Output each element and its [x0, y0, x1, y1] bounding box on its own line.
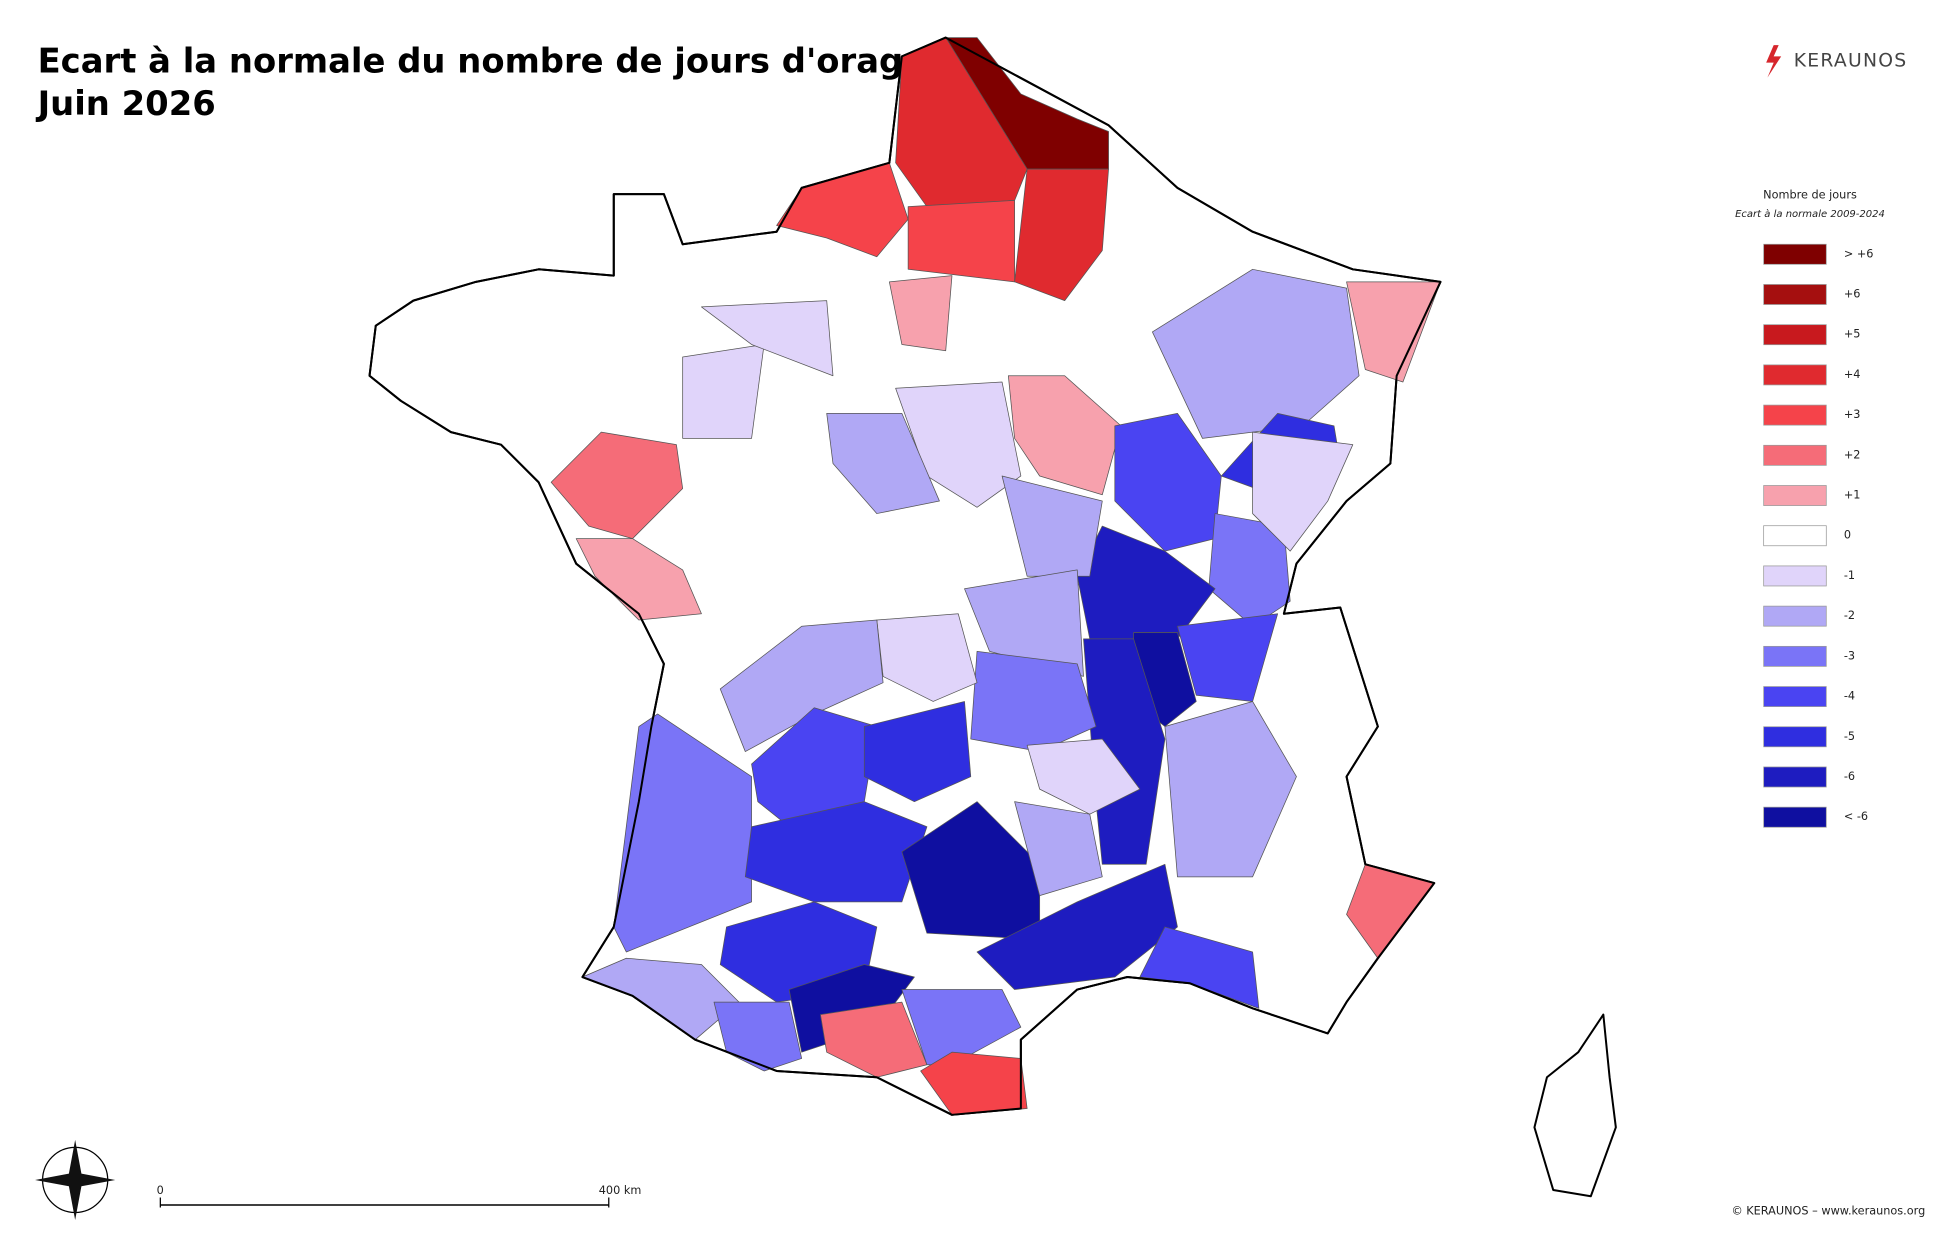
department-region — [1139, 926, 1260, 1009]
logo-icon — [1766, 45, 1782, 78]
legend-label: 0 — [1844, 529, 1851, 542]
department-region — [1014, 168, 1109, 301]
department-region — [826, 412, 940, 514]
legend-label: -1 — [1844, 569, 1855, 582]
department-region — [1026, 738, 1141, 815]
department-region — [976, 863, 1178, 990]
scale-start: 0 — [157, 1184, 164, 1197]
department-region — [1007, 375, 1122, 496]
department-region — [920, 1051, 1028, 1116]
department-region — [1014, 801, 1103, 896]
legend-label: +6 — [1844, 287, 1861, 300]
compass — [35, 1139, 116, 1221]
department-region — [863, 701, 972, 803]
legend-title: Nombre de jours — [1763, 188, 1857, 201]
department-region — [682, 344, 765, 439]
legend-subtitle: Ecart à la normale 2009-2024 — [1735, 208, 1885, 220]
department-region — [1164, 701, 1297, 878]
map-root: Ecart à la normale du nombre de jours d'… — [35, 36, 1925, 1221]
legend-label: -6 — [1844, 770, 1855, 783]
legend-swatch — [1763, 686, 1827, 707]
title-line1: Ecart à la normale du nombre de jours d'… — [38, 42, 927, 81]
legend-swatch — [1763, 284, 1827, 305]
scale-bar: 0 400 km — [157, 1184, 642, 1208]
department-region — [888, 275, 953, 352]
france-map — [368, 36, 1617, 1198]
department-region — [876, 613, 978, 702]
legend-swatch — [1763, 806, 1827, 828]
legend-label: +2 — [1844, 448, 1861, 461]
department-region — [907, 200, 1015, 283]
legend-label: > +6 — [1844, 247, 1874, 260]
department-region — [788, 964, 915, 1053]
france-outline — [368, 36, 1442, 1116]
legend-swatch — [1763, 324, 1827, 346]
legend-swatch — [1763, 565, 1827, 587]
department-region — [575, 538, 702, 621]
department-region — [1252, 431, 1354, 552]
legend-label: < -6 — [1844, 810, 1868, 823]
legend-swatch — [1763, 726, 1827, 748]
scale-end: 400 km — [599, 1184, 642, 1197]
department-region — [713, 1001, 803, 1072]
legend-label: +4 — [1844, 368, 1861, 381]
title-line2: Juin 2026 — [36, 84, 216, 123]
legend-swatch — [1763, 605, 1827, 627]
department-region — [964, 569, 1084, 677]
legend-swatch — [1763, 485, 1827, 506]
department-region — [719, 619, 884, 752]
department-region — [901, 989, 1022, 1066]
department-region — [820, 1001, 928, 1078]
legend-swatch — [1763, 243, 1827, 265]
legend-label: -5 — [1844, 730, 1855, 743]
legend-label: +3 — [1844, 408, 1861, 421]
legend-swatch — [1763, 404, 1827, 426]
department-region — [550, 431, 684, 539]
legend-swatch — [1763, 444, 1827, 466]
department-region — [970, 650, 1097, 752]
department-region — [1152, 268, 1360, 439]
legend-label: +5 — [1844, 328, 1861, 341]
logo-text: KERAUNOS — [1794, 50, 1908, 71]
legend-swatch — [1763, 766, 1827, 788]
department-region — [701, 300, 834, 377]
legend-label: +1 — [1844, 489, 1861, 502]
department-region — [744, 801, 928, 903]
department-region — [901, 801, 1041, 940]
corsica — [1533, 1013, 1617, 1198]
legend-swatch — [1763, 364, 1827, 386]
legend-label: -4 — [1844, 690, 1855, 703]
copyright: © KERAUNOS – www.keraunos.org — [1731, 1204, 1925, 1217]
legend-swatch — [1763, 645, 1827, 667]
department-region — [1346, 281, 1441, 383]
department-region — [1001, 475, 1103, 577]
legend-label: -2 — [1844, 609, 1855, 622]
legend-swatch — [1763, 525, 1827, 547]
legend-label: -3 — [1844, 649, 1855, 662]
